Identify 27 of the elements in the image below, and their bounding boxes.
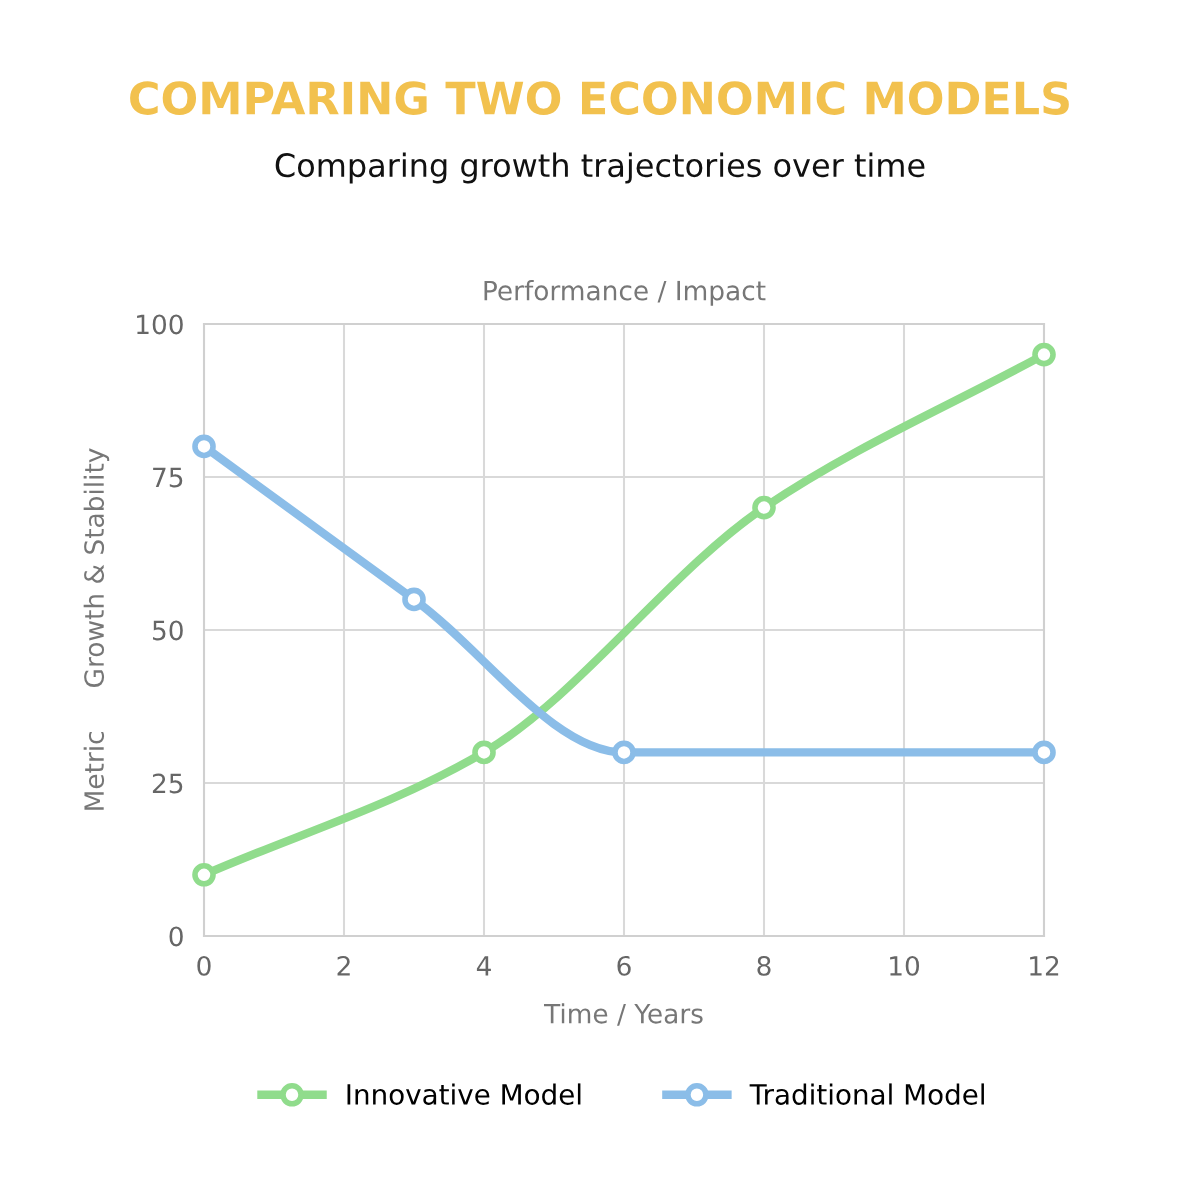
point [402,587,426,612]
point [192,862,216,887]
x-axis-title: Time / Years [543,1003,703,1026]
y-tick-label: 25 [152,773,183,794]
legend-label: Innovative Model [347,1083,581,1105]
text: Performance / Impact [484,280,766,306]
y-axis-title: Metric Growth & Stability [83,448,110,810]
y-tick-label: 0 [169,926,183,947]
point [472,740,496,765]
x-tick-label: 4 [476,956,491,976]
point [752,495,776,520]
point [192,434,216,459]
x-tick-label: 0 [197,955,211,976]
y-tick-label: 100 [137,314,183,335]
x-tick-label: 2 [337,955,350,976]
point [1032,342,1056,367]
x-tick-label: 6 [617,955,631,976]
x-tick-label: 10 [890,955,920,976]
point [1032,740,1056,765]
x-tick-label: 8 [757,955,771,976]
point [612,740,636,765]
y-tick-label: 75 [153,467,183,488]
legend-label: Traditional Model [749,1083,984,1105]
x-tick-label: 12 [1030,955,1059,976]
chart-subtitle: Comparing growth trajectories over time [275,152,925,184]
y-tick-label: 50 [153,620,183,641]
chart-title: COMPARING TWO ECONOMIC MODELS [130,81,1069,115]
